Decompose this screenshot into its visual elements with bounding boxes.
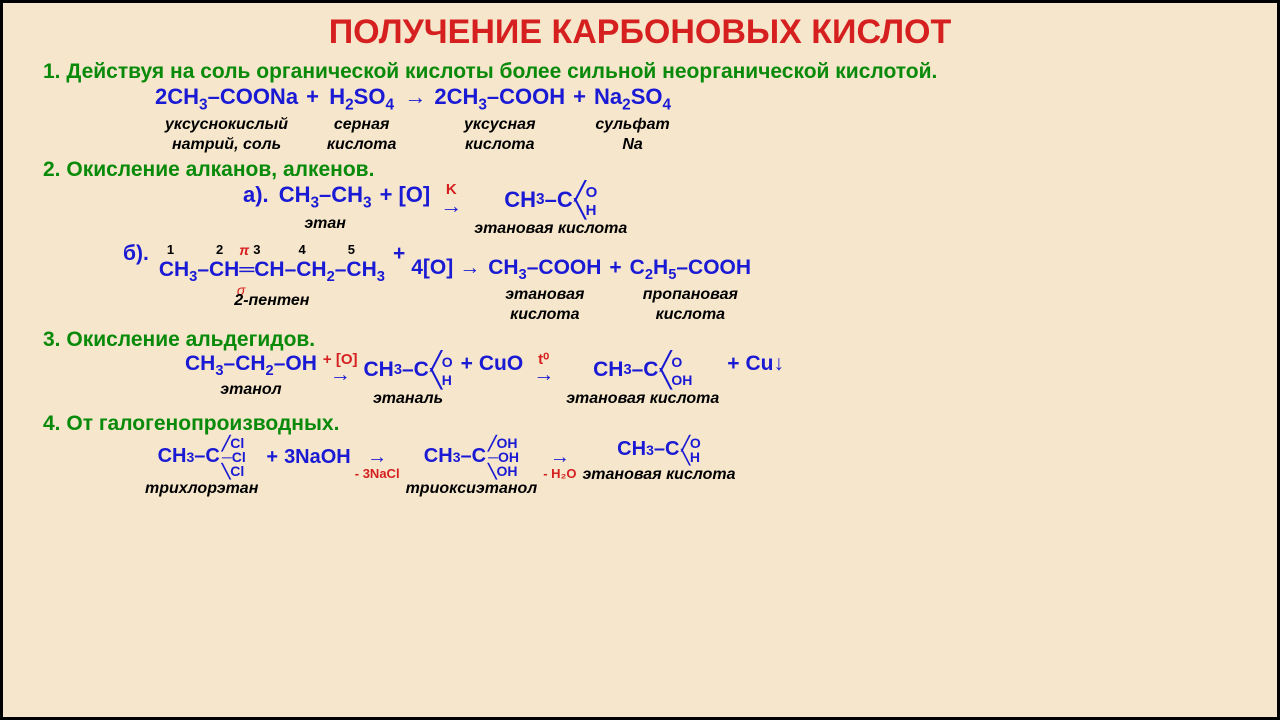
equation-2b: б). 1 2 π 3 4 5 CH3–CH═CH–CH2–CH3 σ 2-пе…	[123, 242, 1237, 323]
section-1: 1. Действуя на соль органической кислоты…	[43, 60, 1237, 154]
section-num: 4.	[43, 412, 61, 435]
equation-4: CH3–C ╱Cl ─Cl ╲Cl трихлорэтан + 3NaOH → …	[143, 436, 1237, 498]
section-heading-text: Действуя на соль органической кислоты бо…	[66, 60, 937, 83]
equation-1: 2CH3–COONa уксуснокислый натрий, соль + …	[153, 84, 1237, 154]
section-num: 3.	[43, 328, 61, 351]
section-num: 1.	[43, 60, 61, 83]
section-heading-text: Окисление алканов, алкенов.	[66, 158, 374, 181]
section-2: 2. Окисление алканов, алкенов. а). CH3–C…	[43, 158, 1237, 323]
section-4: 4. От галогенопроизводных. CH3–C ╱Cl ─Cl…	[43, 412, 1237, 498]
section-num: 2.	[43, 158, 61, 181]
section-3: 3. Окисление альдегидов. CH3–CH2–OH этан…	[43, 328, 1237, 408]
section-heading-text: Окисление альдегидов.	[66, 328, 315, 351]
page-title: ПОЛУЧЕНИЕ КАРБОНОВЫХ КИСЛОТ	[43, 13, 1237, 52]
equation-2a: а). CH3–CH3 этан + [O] K → CH3–C ╱O ╲H э…	[243, 182, 1237, 238]
section-heading-text: От галогенопроизводных.	[66, 412, 339, 435]
equation-3: CH3–CH2–OH этанол + [O] → CH3–C ╱O ╲H эт…	[183, 352, 1237, 408]
